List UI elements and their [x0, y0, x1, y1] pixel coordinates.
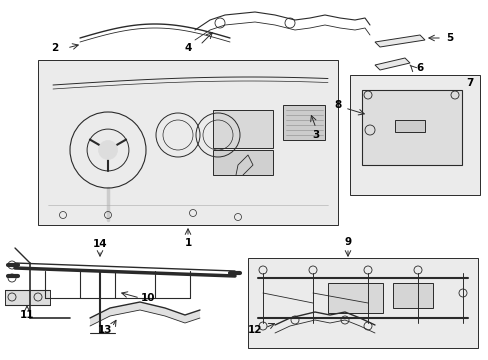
Bar	[361, 90, 461, 165]
Text: 3: 3	[312, 130, 319, 140]
Text: 4: 4	[184, 43, 191, 53]
Polygon shape	[90, 302, 200, 326]
Text: 8: 8	[334, 100, 341, 110]
Bar	[38, 60, 337, 225]
Bar	[283, 105, 325, 140]
Text: 11: 11	[20, 310, 34, 320]
Bar	[349, 75, 479, 195]
Text: 1: 1	[184, 238, 191, 248]
Text: 10: 10	[141, 293, 155, 303]
Text: 6: 6	[415, 63, 423, 73]
Text: 2: 2	[51, 43, 59, 53]
Text: 5: 5	[446, 33, 453, 43]
Text: 14: 14	[93, 239, 107, 249]
Bar	[213, 110, 272, 148]
Polygon shape	[374, 35, 424, 47]
Circle shape	[98, 140, 117, 159]
Bar	[327, 283, 382, 313]
Bar	[394, 120, 424, 132]
Bar	[213, 150, 272, 175]
Bar	[392, 283, 432, 308]
Polygon shape	[374, 58, 409, 70]
Bar	[5, 290, 50, 305]
Bar	[247, 258, 477, 348]
Text: 9: 9	[344, 237, 351, 247]
Text: 7: 7	[466, 78, 473, 88]
Text: 12: 12	[247, 325, 262, 335]
Text: 13: 13	[98, 325, 112, 335]
